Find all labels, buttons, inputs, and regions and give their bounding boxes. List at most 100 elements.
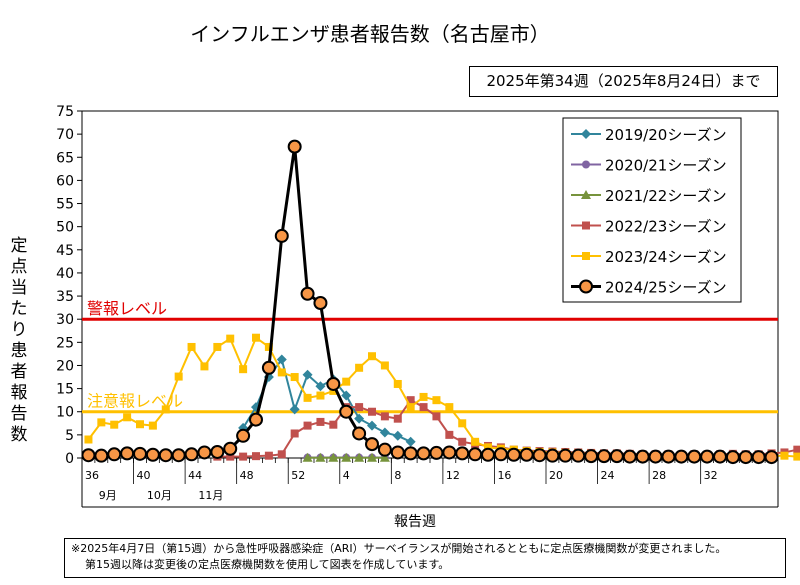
x-tick-label: 28: [652, 469, 666, 482]
y-tick-label: 35: [56, 289, 74, 305]
data-point: [81, 448, 96, 463]
x-tick-label: 20: [549, 469, 563, 482]
data-point: [252, 452, 260, 461]
warning-level-label: 注意報レベル: [87, 392, 183, 411]
y-tick-label: 20: [56, 358, 74, 374]
y-tick-label: 25: [56, 335, 74, 351]
data-point: [661, 449, 676, 464]
data-point: [290, 429, 299, 438]
legend-label: 2021/22シーズン: [605, 187, 727, 205]
data-point: [136, 420, 144, 429]
y-tick-label: 60: [56, 173, 74, 189]
data-point: [406, 403, 415, 412]
y-tick-label: 30: [56, 312, 74, 328]
data-point: [764, 450, 779, 465]
data-point: [713, 449, 727, 464]
data-point: [341, 390, 352, 401]
y-tick-label: 75: [56, 104, 74, 120]
data-point: [635, 449, 650, 464]
data-point: [406, 396, 415, 405]
data-point: [148, 421, 157, 430]
data-point: [780, 451, 789, 460]
data-point: [468, 447, 483, 462]
data-point: [519, 447, 534, 462]
data-point: [793, 452, 800, 461]
data-point: [471, 437, 480, 446]
x-tick-label: 8: [394, 469, 401, 482]
data-point: [158, 448, 173, 463]
data-point: [200, 362, 209, 371]
x-tick-label: 48: [240, 469, 254, 482]
data-point: [622, 449, 637, 464]
y-tick-label: 55: [56, 197, 74, 213]
data-point: [355, 363, 364, 372]
data-point: [352, 426, 367, 441]
series-5: [81, 139, 779, 465]
data-point: [274, 228, 289, 243]
legend-label: 2023/24シーズン: [605, 248, 727, 266]
data-point: [316, 391, 325, 400]
data-point: [236, 428, 251, 443]
x-tick-label: 40: [137, 469, 151, 482]
x-tick-label: 52: [291, 469, 305, 482]
as-of-date-box: 2025年第34週（2025年8月24日）まで: [469, 66, 778, 97]
y-tick-label: 5: [65, 428, 74, 444]
data-point: [367, 420, 377, 431]
data-point: [290, 373, 299, 382]
x-tick-label: 12: [446, 469, 460, 482]
data-point: [287, 139, 302, 154]
data-point: [484, 443, 492, 452]
data-point: [303, 393, 312, 402]
data-point: [213, 342, 222, 351]
month-label: 11月: [198, 489, 223, 502]
data-point: [226, 452, 235, 461]
data-point: [123, 413, 132, 422]
data-point: [379, 452, 390, 462]
data-point: [432, 396, 441, 405]
data-point: [458, 437, 467, 446]
data-point: [326, 376, 341, 391]
data-point: [197, 445, 212, 460]
data-point: [302, 369, 313, 380]
data-point: [368, 407, 376, 416]
legend-swatch-marker: [582, 252, 590, 260]
legend-box: [562, 117, 742, 303]
y-tick-label: 0: [65, 451, 74, 467]
data-point: [110, 420, 119, 429]
data-point: [445, 430, 454, 439]
data-point: [481, 447, 495, 462]
data-point: [674, 449, 689, 464]
data-point: [700, 449, 715, 464]
data-point: [223, 441, 238, 456]
data-point: [380, 361, 389, 370]
data-point: [329, 420, 338, 429]
data-point: [276, 354, 287, 365]
data-point: [354, 413, 365, 424]
data-point: [493, 447, 508, 462]
x-tick-label: 4: [343, 469, 350, 482]
x-tick-label: 44: [188, 469, 202, 482]
legend-label: 2020/21シーズン: [605, 157, 727, 175]
data-point: [161, 405, 170, 414]
data-point: [342, 377, 351, 386]
data-point: [249, 412, 263, 427]
x-tick-label: 24: [601, 469, 615, 482]
data-point: [94, 448, 109, 463]
data-point: [313, 296, 328, 311]
y-tick-label: 70: [56, 127, 74, 143]
data-point: [379, 427, 390, 438]
data-point: [393, 379, 402, 388]
data-point: [609, 449, 624, 464]
series-2: [302, 452, 390, 462]
data-point: [277, 450, 286, 459]
y-tick-label: 45: [56, 243, 74, 259]
alert-level-label: 警報レベル: [87, 299, 167, 318]
y-tick-label: 65: [56, 150, 74, 166]
data-point: [584, 449, 599, 464]
data-point: [419, 392, 428, 401]
data-point: [458, 419, 467, 428]
data-point: [261, 360, 276, 375]
data-point: [545, 448, 560, 463]
data-point: [354, 452, 365, 462]
